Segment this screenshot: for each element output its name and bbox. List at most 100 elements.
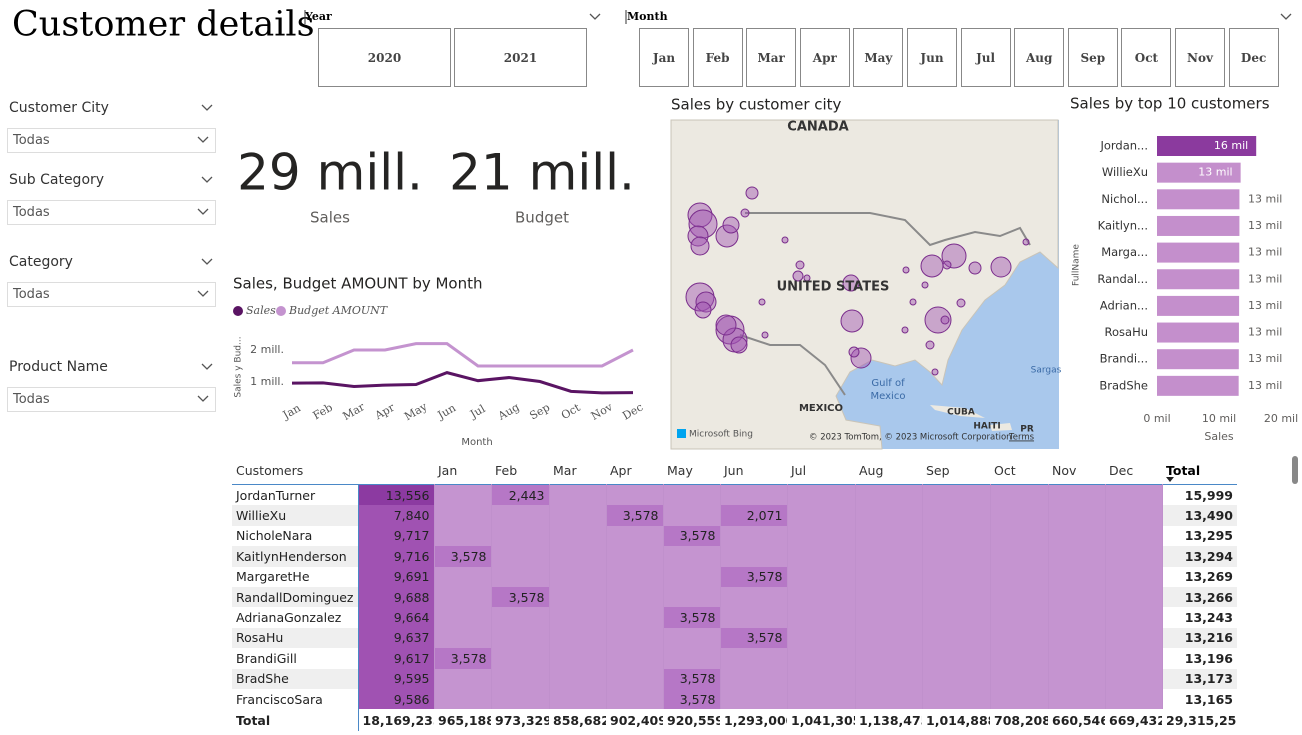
bar-value-label: 13 mil xyxy=(1248,246,1282,259)
matrix-body: JordanTurner 13,556 2,443 15,999 WillieXu 7,8… xyxy=(232,484,1237,710)
month-button[interactable]: Jan xyxy=(639,28,689,87)
y-tick-label: Adrian... xyxy=(1100,298,1148,312)
row-header[interactable]: WillieXu xyxy=(232,505,358,526)
matrix-cell xyxy=(663,505,721,526)
column-header[interactable]: Sep xyxy=(926,462,950,478)
row-header[interactable]: KaitlynHenderson xyxy=(232,546,358,567)
map-label: Sargas xyxy=(1031,366,1062,376)
map-bubble xyxy=(803,274,811,282)
matrix-cell xyxy=(720,586,788,608)
month-button[interactable]: Feb xyxy=(692,28,743,87)
chevron xyxy=(197,208,209,215)
year-button[interactable]: 2021 xyxy=(454,28,587,87)
map-bubble xyxy=(715,314,737,336)
column-header[interactable]: Nov xyxy=(1052,462,1077,478)
map-bubble xyxy=(920,254,944,278)
matrix-cell xyxy=(855,505,923,526)
line-series xyxy=(291,371,634,395)
y-axis-label: Sales y Bud... xyxy=(234,336,244,397)
column-header[interactable]: May xyxy=(667,462,693,478)
month-button[interactable]: Jun xyxy=(907,28,957,87)
chevron xyxy=(589,13,601,20)
matrix-cell: 3,578 xyxy=(606,505,664,526)
year-button[interactable]: 2020 xyxy=(318,28,451,87)
map-bubble xyxy=(848,346,860,358)
column-header[interactable]: Jun xyxy=(724,462,744,478)
matrix-cell xyxy=(990,484,1049,506)
y-tick-label: BradShe xyxy=(1099,378,1148,392)
column-header[interactable]: Oct xyxy=(994,462,1016,478)
filter-dropdown[interactable]: Todas xyxy=(7,200,216,225)
month-button[interactable]: Oct xyxy=(1121,28,1172,87)
column-header[interactable]: Jan xyxy=(438,462,458,478)
row-header[interactable]: RandallDominguez xyxy=(232,586,358,608)
row-header[interactable]: NicholeNara xyxy=(232,525,358,547)
map-label: CANADA xyxy=(787,120,848,135)
matrix-row: JordanTurner 13,556 2,443 15,999 xyxy=(232,484,1237,506)
month-button[interactable]: Apr xyxy=(799,28,850,87)
month-button[interactable]: Mar xyxy=(746,28,797,87)
map-bubble xyxy=(792,270,804,282)
matrix-cell xyxy=(491,546,550,567)
line-series xyxy=(292,342,634,368)
matrix-cell xyxy=(1105,607,1163,628)
matrix-cell xyxy=(1105,484,1163,506)
column-header[interactable]: Mar xyxy=(553,462,577,478)
row-header[interactable]: BradShe xyxy=(232,668,358,689)
chevron xyxy=(201,258,213,265)
chevron xyxy=(197,136,209,143)
chevron xyxy=(201,363,213,370)
row-header[interactable]: BrandiGill xyxy=(232,648,358,669)
row-header[interactable]: FranciscoSara xyxy=(232,688,358,710)
column-header[interactable]: Apr xyxy=(610,462,632,478)
matrix-cell xyxy=(663,586,721,608)
month-button[interactable]: Nov xyxy=(1175,28,1225,87)
filter-label: Customer City xyxy=(9,100,109,116)
matrix-cell xyxy=(990,586,1049,608)
column-header[interactable]: Total xyxy=(1162,456,1237,485)
month-button[interactable]: Sep xyxy=(1067,28,1118,87)
filter-dropdown[interactable]: Todas xyxy=(7,282,216,307)
filter-label: Sub Category xyxy=(9,172,105,188)
matrix-cell xyxy=(606,566,664,587)
month-button[interactable]: Jul xyxy=(960,28,1011,87)
map-land xyxy=(670,119,1059,450)
matrix-cell xyxy=(720,484,788,506)
matrix-cell xyxy=(606,586,664,608)
matrix-cell xyxy=(434,627,492,649)
row-header[interactable]: MargaretHe xyxy=(232,566,358,587)
total-cell: 973,329 xyxy=(495,712,549,728)
card-label: Budget xyxy=(515,209,569,227)
column-header[interactable] xyxy=(358,456,434,485)
bar-value-label: 16 mil xyxy=(1214,139,1248,152)
filter-dropdown[interactable]: Todas xyxy=(7,387,216,412)
column-header[interactable]: Dec xyxy=(1109,462,1134,478)
month-button[interactable]: Aug xyxy=(1014,28,1065,87)
matrix-cell xyxy=(720,607,788,628)
map-label: Gulf of xyxy=(871,378,905,389)
filter-dropdown[interactable]: Todas xyxy=(7,128,216,153)
column-header[interactable]: Aug xyxy=(859,462,884,478)
scrollbar[interactable] xyxy=(1292,456,1298,484)
matrix-cell xyxy=(787,566,856,587)
map-bubble xyxy=(968,261,982,275)
column-header[interactable]: Feb xyxy=(495,462,518,478)
matrix-cell xyxy=(606,607,664,628)
row-header[interactable]: RosaHu xyxy=(232,627,358,649)
map-bubble xyxy=(687,202,713,228)
map-bubble xyxy=(956,298,966,308)
matrix-cell xyxy=(787,648,856,669)
row-header[interactable]: JordanTurner xyxy=(232,484,358,506)
matrix-cell xyxy=(1105,668,1163,689)
matrix-cell xyxy=(1048,566,1106,587)
matrix-cell xyxy=(990,607,1049,628)
column-header[interactable]: Customers xyxy=(236,462,304,478)
matrix-cell xyxy=(990,505,1049,526)
row-header[interactable]: AdrianaGonzalez xyxy=(232,607,358,628)
matrix-cell xyxy=(990,566,1049,587)
month-button[interactable]: Dec xyxy=(1228,28,1279,87)
column-header[interactable]: Jul xyxy=(791,462,807,478)
matrix-cell xyxy=(787,607,856,628)
map-bubble xyxy=(685,282,715,312)
month-button[interactable]: May xyxy=(853,28,904,87)
